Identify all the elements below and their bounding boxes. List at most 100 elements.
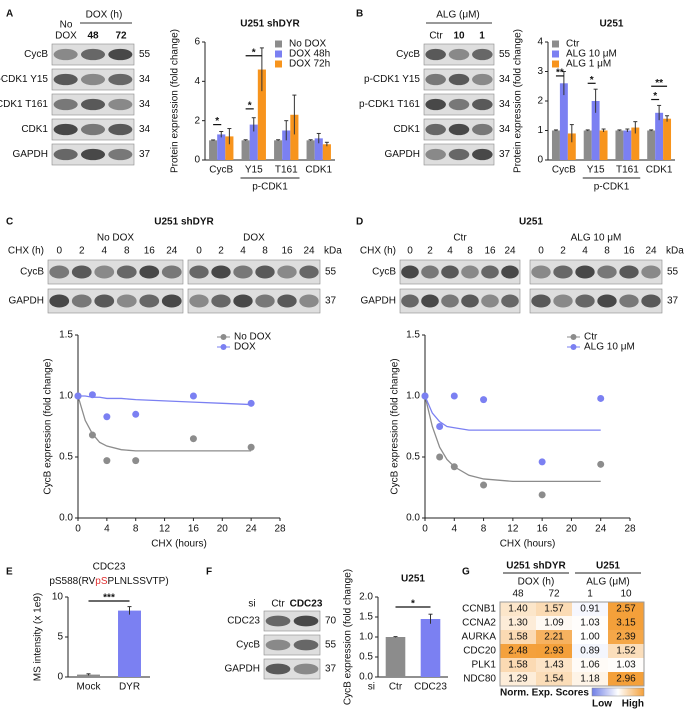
subtitle-part: PLNLSSVTP)	[108, 576, 169, 587]
point	[247, 399, 255, 407]
heatmap-column: 1	[587, 589, 593, 600]
heatmap-cell	[536, 644, 572, 658]
blot-header: Ctr	[271, 599, 285, 610]
legend-marker	[220, 344, 227, 350]
point	[597, 394, 605, 402]
blot-band	[293, 639, 319, 651]
x-tick-label: 12	[507, 524, 519, 535]
heatmap-cell-label: 2.48	[508, 646, 528, 657]
blot-band	[139, 265, 160, 279]
y-tick-label: 1.5	[406, 330, 420, 341]
chart-title: U251 shDYR	[240, 19, 300, 30]
blot-time: 2	[560, 246, 566, 257]
blot-band	[575, 294, 595, 308]
heatmap-cell-label: 3.15	[616, 618, 636, 629]
point	[538, 491, 546, 499]
chart-title: U251	[600, 19, 624, 30]
blot-kda: 37	[325, 296, 337, 307]
blot-band	[597, 265, 617, 279]
fit-line	[424, 395, 601, 483]
x-tick-label: Y15	[587, 165, 605, 176]
blot-band	[94, 294, 115, 308]
blot-band	[461, 265, 479, 279]
heatmap-cell-label: 1.09	[544, 618, 564, 629]
blot-header: 10	[453, 31, 465, 42]
point	[436, 453, 444, 461]
heatmap-cell	[536, 630, 572, 644]
bar	[282, 130, 291, 160]
heatmap-cell-label: 1.06	[580, 660, 600, 671]
heatmap-row: CCNA2	[462, 618, 496, 629]
blot-header: Ctr	[429, 31, 443, 42]
y-tick-label: 4	[194, 76, 200, 87]
heatmap-cell	[536, 602, 572, 616]
heatmap-cell-label: 1.57	[544, 604, 564, 615]
heatmap-cell	[572, 658, 608, 672]
heatmap-group-subtitle: DOX (h)	[518, 577, 555, 588]
subtitle-part: pS	[95, 576, 108, 587]
blot-time: 16	[484, 246, 496, 257]
colorbar-label: Norm. Exp. Scores	[500, 688, 589, 699]
bar	[274, 140, 283, 160]
heatmap-cell-label: 2.21	[544, 632, 564, 643]
x-tick-label: T161	[275, 165, 298, 176]
x-tick-label: 12	[159, 524, 171, 535]
bar	[118, 610, 141, 677]
point	[480, 481, 488, 489]
x-tick-label: 20	[566, 524, 578, 535]
blot-header: No	[60, 20, 73, 31]
blot-band	[501, 265, 519, 279]
category-prefix: si	[368, 682, 375, 693]
y-tick-label: 1.0	[59, 391, 73, 402]
blot-band	[277, 294, 297, 308]
bar	[322, 144, 331, 160]
y-tick-label: 2.0	[359, 592, 373, 603]
heatmap-cell-label: 1.58	[508, 632, 528, 643]
x-tick-label: 0	[75, 524, 81, 535]
bar	[599, 130, 608, 160]
blot-strip	[399, 259, 521, 285]
y-tick-label: 0.0	[59, 513, 73, 524]
point	[103, 413, 111, 421]
blot-band	[501, 294, 519, 308]
blot-row-label: GAPDH	[360, 296, 396, 307]
blot-band	[531, 294, 551, 308]
x-tick-label: CycB	[552, 165, 576, 176]
blot-band	[71, 265, 92, 279]
bar	[241, 140, 250, 160]
y-tick-label: 0	[57, 672, 63, 683]
heatmap-cell	[500, 644, 536, 658]
blot-band	[472, 98, 493, 111]
bar	[551, 130, 560, 160]
x-tick-label: 28	[624, 524, 636, 535]
blot-header: si	[248, 599, 255, 610]
y-tick-label: 1	[537, 125, 543, 136]
blot-time: 8	[124, 246, 130, 257]
y-tick-label: 3	[537, 66, 543, 77]
x-tick-label: Ctr	[389, 682, 403, 693]
heatmap-cell	[500, 658, 536, 672]
blot-row-label: p-CDK1 Y15	[364, 74, 420, 85]
blot-band	[80, 73, 106, 86]
blot-row-label: p-CDK1 Y15	[0, 74, 48, 85]
x-tick-label: 24	[595, 524, 607, 535]
blot-band	[472, 73, 493, 86]
blot-band	[116, 294, 137, 308]
blot-time-label: CHX (h)	[360, 246, 396, 257]
blot-row-label: CycB	[372, 267, 396, 278]
y-axis-label: CycB expression (fold change)	[43, 358, 54, 494]
blot-band	[233, 265, 253, 279]
significance-label: *	[411, 599, 415, 610]
blot-band	[161, 294, 182, 308]
bar	[290, 114, 299, 160]
legend-label: No DOX	[289, 39, 327, 50]
blot-header: DOX (h)	[86, 10, 123, 21]
blot-row-label: CycB	[236, 640, 260, 651]
heatmap-cell	[500, 672, 536, 686]
blot-header: 48	[87, 31, 99, 42]
fit-line	[424, 395, 601, 431]
blot-band	[481, 294, 499, 308]
blot-time: 4	[447, 246, 453, 257]
y-tick-label: 0.5	[406, 452, 420, 463]
y-axis-label: Protein expression (fold change)	[170, 29, 181, 173]
